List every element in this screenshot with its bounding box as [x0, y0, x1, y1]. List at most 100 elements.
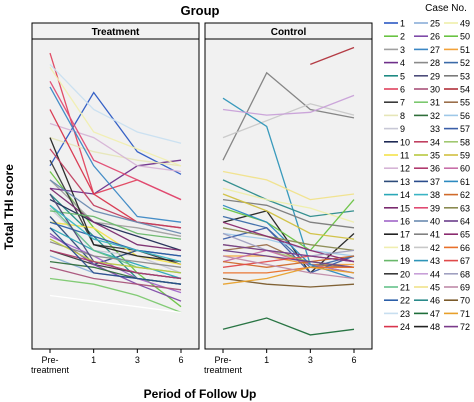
legend-label: 69 — [460, 283, 470, 293]
legend-label: 64 — [460, 217, 470, 227]
series-line-case-28 — [49, 241, 182, 268]
series-line-case-72 — [222, 244, 355, 263]
series-line-case-47 — [222, 317, 355, 336]
panel-treatment: Treatment Pre-treatment 1 3 6 — [31, 22, 200, 375]
series-line-case-7 — [49, 159, 182, 266]
series-line-case-11 — [49, 221, 182, 266]
legend-label: 71 — [460, 309, 470, 319]
series-line-case-54 — [310, 46, 355, 66]
legend-label: 54 — [460, 85, 470, 95]
legend-label: 57 — [460, 124, 470, 134]
legend-label: 46 — [430, 296, 440, 306]
series-line-case-15 — [49, 187, 182, 252]
legend-label: 29 — [430, 71, 440, 81]
series-line-case-63 — [222, 227, 355, 252]
legend-entry-68: 68 — [444, 269, 470, 279]
series-line-case-39 — [49, 80, 182, 201]
legend-entry-5: 5 — [384, 71, 405, 81]
x-tick-label: 3 — [308, 355, 313, 365]
legend-entry-25: 25 — [414, 19, 440, 29]
panel-header-label: Control — [271, 27, 307, 38]
x-tick-label: 6 — [351, 355, 356, 365]
legend-entry-34: 34 — [414, 137, 440, 147]
series-line-case-49 — [222, 187, 355, 223]
x-tick-label: 3 — [135, 355, 140, 365]
legend-label: 48 — [430, 322, 440, 332]
legend-entry-35: 35 — [414, 151, 440, 161]
legend-label: 2 — [400, 32, 405, 42]
series-group — [49, 52, 182, 314]
legend-entry-28: 28 — [414, 58, 440, 68]
legend-label: 60 — [460, 164, 470, 174]
legend-label: 9 — [400, 124, 405, 134]
series-line-case-17 — [49, 137, 182, 263]
series-line-case-41 — [222, 71, 355, 161]
legend-entry-47: 47 — [414, 309, 440, 319]
legend-entry-53: 53 — [444, 71, 470, 81]
legend-label: 21 — [400, 283, 410, 293]
legend-entry-55: 55 — [444, 98, 470, 108]
legend-label: 37 — [430, 177, 440, 187]
legend-label: 58 — [460, 137, 470, 147]
legend-label: 45 — [430, 283, 440, 293]
legend-label: 51 — [460, 45, 470, 55]
series-line-case-36 — [49, 249, 182, 280]
legend-label: 7 — [400, 98, 405, 108]
legend-label: 1 — [400, 19, 405, 29]
legend-label: 25 — [430, 19, 440, 29]
legend-entry-51: 51 — [444, 45, 470, 55]
series-line-case-19 — [49, 210, 182, 240]
legend-entry-18: 18 — [384, 243, 410, 253]
legend-entry-24: 24 — [384, 322, 410, 332]
y-axis-label: Total THI score — [2, 164, 16, 250]
legend-entry-27: 27 — [414, 45, 440, 55]
legend-entry-19: 19 — [384, 256, 410, 266]
legend-label: 35 — [430, 151, 440, 161]
legend-label: 38 — [430, 190, 440, 200]
legend-entry-63: 63 — [444, 203, 470, 213]
series-line-case-12 — [49, 122, 182, 173]
legend-label: 14 — [400, 190, 410, 200]
legend-label: 32 — [430, 111, 440, 121]
legend-label: 61 — [460, 177, 470, 187]
series-line-case-71 — [222, 266, 355, 285]
legend-label: 56 — [460, 111, 470, 121]
legend-label: 34 — [430, 137, 440, 147]
legend-entry-48: 48 — [414, 322, 440, 332]
legend-entry-21: 21 — [384, 283, 410, 293]
series-line-case-59 — [222, 193, 355, 240]
legend-label: 53 — [460, 71, 470, 81]
legend-label: 50 — [460, 32, 470, 42]
legend-label: 10 — [400, 137, 410, 147]
legend-entry-57: 57 — [444, 124, 470, 134]
legend-label: 40 — [430, 217, 440, 227]
panel-control: Control Pre-treatment 1 3 6 — [204, 22, 373, 375]
legend-entry-62: 62 — [444, 190, 470, 200]
legend-entry-3: 3 — [384, 45, 405, 55]
legend-label: 68 — [460, 269, 470, 279]
legend-label: 31 — [430, 98, 440, 108]
legend-entry-42: 42 — [414, 243, 440, 253]
legend-entry-69: 69 — [444, 283, 470, 293]
legend-entry-10: 10 — [384, 137, 410, 147]
legend: 1234567891011121314151617181920212223242… — [384, 19, 470, 332]
series-line-case-14 — [49, 227, 182, 280]
legend-entry-45: 45 — [414, 283, 440, 293]
legend-entry-66: 66 — [444, 243, 470, 253]
series-line-case-65 — [222, 221, 355, 263]
legend-label: 30 — [430, 85, 440, 95]
legend-label: 5 — [400, 71, 405, 81]
legend-label: 6 — [400, 85, 405, 95]
legend-label: 15 — [400, 203, 410, 213]
legend-label: 20 — [400, 269, 410, 279]
series-line-case-18 — [49, 66, 182, 167]
legend-label: 65 — [460, 230, 470, 240]
legend-entry-31: 31 — [414, 98, 440, 108]
legend-label: 12 — [400, 164, 410, 174]
legend-entry-4: 4 — [384, 58, 405, 68]
legend-entry-7: 7 — [384, 98, 405, 108]
legend-entry-11: 11 — [384, 151, 409, 161]
legend-label: 26 — [430, 32, 440, 42]
series-line-case-45 — [222, 170, 355, 201]
